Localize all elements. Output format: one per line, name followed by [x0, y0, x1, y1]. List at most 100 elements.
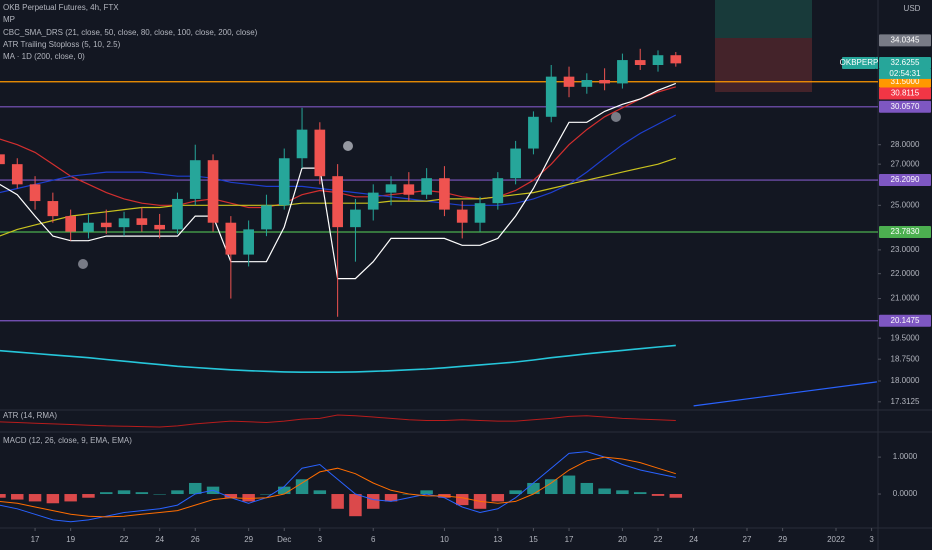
- indicator-legend[interactable]: MA · 1D (200, close, 0): [3, 52, 85, 61]
- x-tick-label: 3: [318, 535, 323, 544]
- y-tick-label: 27.0000: [891, 159, 920, 168]
- price-badge: [879, 87, 931, 100]
- candle-body: [278, 158, 290, 206]
- candle-body: [367, 192, 379, 210]
- x-tick-label: 22: [654, 535, 663, 544]
- candle-body: [189, 160, 201, 199]
- macd-histogram-bar: [242, 494, 255, 502]
- candle-body: [670, 55, 682, 64]
- price-badge: [879, 34, 931, 47]
- candle-body: [581, 80, 593, 87]
- candle-body: [421, 178, 432, 195]
- ticker-label: OKBPERP: [840, 58, 879, 67]
- x-tick-label: 17: [565, 535, 574, 544]
- candle-body: [172, 198, 183, 230]
- x-tick-label: 13: [493, 535, 502, 544]
- macd-histogram-bar: [0, 494, 6, 498]
- macd-histogram-bar: [313, 490, 327, 495]
- candle-body: [492, 178, 504, 204]
- x-tick-label: 29: [778, 535, 787, 544]
- candle-body: [617, 60, 628, 84]
- macd-histogram-bar: [295, 479, 309, 495]
- x-tick-label: 27: [743, 535, 752, 544]
- candle-body: [225, 222, 237, 255]
- macd-histogram-bar: [616, 490, 629, 495]
- candle-body: [29, 184, 41, 202]
- atr-line: [0, 414, 676, 428]
- candle-body: [118, 218, 130, 228]
- candle-body: [634, 60, 646, 65]
- ticker-badge: [876, 56, 878, 69]
- price-badge-label: 30.0570: [891, 102, 920, 111]
- macd-histogram-bar: [527, 482, 540, 495]
- macd-signal-line: [0, 456, 676, 518]
- macd-histogram-bar: [100, 492, 113, 495]
- macd-histogram-bar: [117, 490, 131, 495]
- macd-histogram-bar: [669, 494, 683, 498]
- macd-histogram-bar: [651, 494, 665, 496]
- candle-body: [154, 224, 165, 230]
- macd-histogram-bar: [384, 494, 398, 502]
- price-badge: [879, 56, 931, 69]
- macd-histogram-bar: [420, 490, 433, 495]
- plot-layer: [0, 48, 878, 523]
- x-tick-label: 20: [618, 535, 627, 544]
- price-badge: [879, 174, 931, 187]
- candle-body: [510, 148, 521, 179]
- macd-histogram-bar: [509, 490, 522, 495]
- y-tick-label: 19.5000: [891, 333, 920, 342]
- position-stop-zone[interactable]: [715, 38, 812, 92]
- macd-histogram-bar: [562, 475, 576, 495]
- indicator-line: [693, 381, 877, 407]
- macd-histogram-bar: [224, 494, 238, 498]
- macd-histogram-bar: [64, 494, 77, 502]
- y-tick-label: 0.0000: [893, 489, 918, 498]
- candle-body: [652, 55, 664, 65]
- macd-histogram-bar: [278, 486, 291, 495]
- price-badge-label: 31.5000: [891, 77, 920, 86]
- x-tick-label: 2022: [827, 535, 845, 544]
- indicator-legend[interactable]: CBC_SMA_DRS (21, close, 50, close, 80, c…: [3, 28, 258, 37]
- candle-body: [261, 205, 272, 230]
- macd-histogram-bar: [82, 494, 95, 498]
- x-tick-label: 19: [66, 535, 75, 544]
- candle-body: [350, 209, 361, 228]
- macd-histogram-bar: [580, 482, 594, 495]
- macd-legend[interactable]: MACD (12, 26, close, 9, EMA, EMA): [3, 436, 132, 445]
- y-tick-label: 22.0000: [891, 269, 920, 278]
- y-tick-label: 28.0000: [891, 140, 920, 149]
- price-badge: [879, 314, 931, 327]
- signal-marker: [343, 141, 353, 151]
- x-tick-label: 3: [869, 535, 874, 544]
- candle-body: [545, 76, 557, 117]
- position-target-zone[interactable]: [715, 0, 812, 38]
- price-badge-label: 26.2090: [891, 175, 920, 184]
- x-tick-label: 24: [155, 535, 164, 544]
- candle-body: [65, 216, 76, 232]
- x-tick-label: 17: [31, 535, 40, 544]
- price-badge: [879, 226, 931, 239]
- candle-body: [83, 222, 94, 232]
- candle-body: [0, 154, 5, 165]
- signal-marker: [78, 259, 88, 269]
- indicator-legend[interactable]: ATR Trailing Stoploss (5, 10, 2.5): [3, 40, 121, 49]
- x-tick-label: 29: [244, 535, 253, 544]
- y-tick-label: 21.0000: [891, 294, 920, 303]
- macd-macd-line: [0, 451, 676, 523]
- chart-title: OKB Perpetual Futures, 4h, FTX: [3, 3, 119, 12]
- signal-marker: [611, 112, 621, 122]
- indicator-legend[interactable]: MP: [3, 15, 15, 24]
- x-tick-label: 15: [529, 535, 538, 544]
- price-badge-label: 20.1475: [891, 316, 920, 325]
- currency-label[interactable]: USD: [904, 4, 921, 13]
- macd-histogram-bar: [544, 479, 558, 495]
- candle-body: [403, 184, 415, 195]
- atr-legend[interactable]: ATR (14, RMA): [3, 411, 57, 420]
- x-tick-label: 22: [120, 535, 129, 544]
- indicator-line: [0, 344, 676, 373]
- macd-histogram-bar: [598, 488, 611, 495]
- price-badge-label: 23.7830: [891, 227, 920, 236]
- macd-histogram-bar: [171, 490, 184, 495]
- macd-histogram-bar: [367, 494, 380, 509]
- x-tick-label: 24: [689, 535, 698, 544]
